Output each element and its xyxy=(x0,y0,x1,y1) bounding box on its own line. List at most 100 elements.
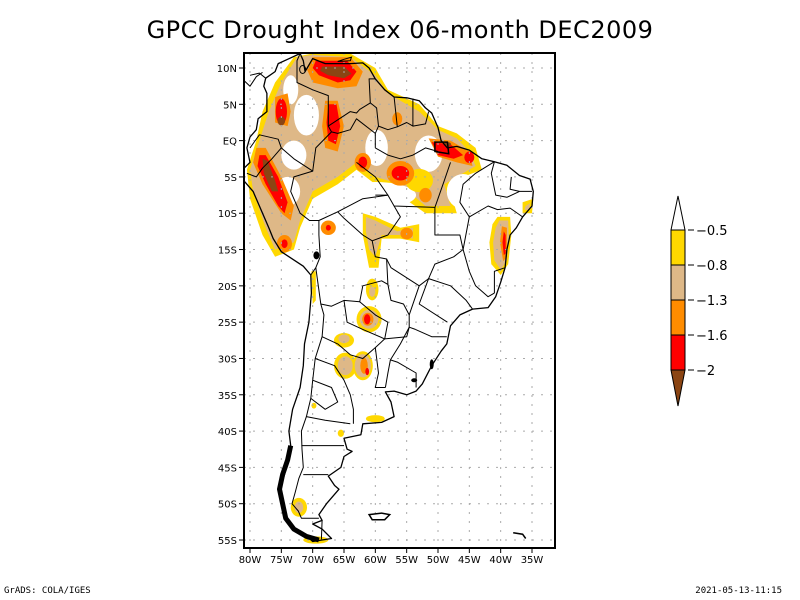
border-guyana xyxy=(369,96,398,131)
y-tick-label: 40S xyxy=(218,427,237,438)
legend-bin xyxy=(670,229,686,266)
y-tick-label: 50S xyxy=(218,500,237,511)
state-border xyxy=(493,267,506,294)
legend-bin xyxy=(670,299,686,336)
state-border xyxy=(386,258,420,287)
legend-bin xyxy=(670,334,686,371)
state-border xyxy=(509,176,520,192)
coastline xyxy=(244,71,263,87)
province-border xyxy=(321,336,386,359)
legend-bin-bottom xyxy=(670,369,686,407)
y-tick-label: 5S xyxy=(224,173,237,184)
drought-area-orange xyxy=(419,187,432,203)
x-tick-label: 55W xyxy=(395,555,418,566)
x-tick-label: 40W xyxy=(489,555,512,566)
state-border xyxy=(459,161,495,250)
drought-area-yellow xyxy=(311,402,317,409)
x-tick-label: 80W xyxy=(239,555,262,566)
drought-area-yellow xyxy=(365,415,385,423)
drought-area-red xyxy=(358,156,368,169)
border-french-guiana xyxy=(412,111,430,127)
no-drought-area xyxy=(365,129,388,167)
border-colombia-venezuela xyxy=(296,53,332,172)
drought-area-red xyxy=(281,239,288,249)
drought-shading xyxy=(246,53,534,544)
drought-area-tan xyxy=(294,501,304,514)
y-tick-label: EQ xyxy=(223,137,237,148)
drought-area-red xyxy=(365,367,370,376)
province-border xyxy=(343,300,385,340)
drought-area-brown xyxy=(262,158,279,192)
border-venezuela-east xyxy=(328,78,376,127)
x-tick-label: 50W xyxy=(427,555,450,566)
lagoa-dos-patos xyxy=(429,359,434,370)
drought-area-red xyxy=(464,151,475,164)
legend-bin xyxy=(670,264,686,301)
state-border xyxy=(408,207,464,316)
x-tick-label: 70W xyxy=(301,555,324,566)
border-uruguay-west xyxy=(384,359,391,388)
state-border xyxy=(356,162,389,196)
drought-area-red xyxy=(275,98,287,125)
colorbar-legend: −0.5 −0.8 −1.3 −1.6 −2 xyxy=(670,195,728,407)
border-paraguay xyxy=(359,284,410,340)
coastline xyxy=(249,72,267,79)
drought-area-yellow xyxy=(311,271,316,304)
drought-area-orange xyxy=(392,112,403,126)
border-chile-argentina xyxy=(291,303,325,519)
drought-area-red xyxy=(364,314,371,325)
state-border xyxy=(337,194,388,213)
drought-area-tan xyxy=(524,203,531,211)
legend-label: −1.3 xyxy=(696,294,728,309)
drought-area-tan xyxy=(369,286,376,297)
legend-label: −2 xyxy=(696,364,715,379)
province-border xyxy=(374,347,386,388)
y-axis: 10N 5N EQ 5S 10S 15S 20S 25S 30S 35S 40S 45S 50S 55S xyxy=(217,64,244,547)
drought-area-tan xyxy=(365,216,413,257)
y-tick-label: 45S xyxy=(218,463,237,474)
border-suriname xyxy=(397,98,414,128)
x-tick-label: 35W xyxy=(521,555,544,566)
legend-bin-top xyxy=(670,195,686,231)
x-axis: 80W 75W 70W 65W 60W 55W 50W 45W 40W 35W xyxy=(239,548,544,566)
y-tick-label: 35S xyxy=(218,391,237,402)
south-georgia-island xyxy=(513,531,527,539)
border-tierra-del-fuego xyxy=(320,520,323,540)
drought-area-red xyxy=(325,224,331,231)
chart-title: GPCC Drought Index 06-month DEC2009 xyxy=(146,16,654,44)
state-border xyxy=(490,161,532,198)
legend-label: −0.8 xyxy=(696,259,728,274)
drought-area-red xyxy=(502,231,506,256)
margarita-island xyxy=(337,56,353,62)
no-drought-area xyxy=(293,94,319,136)
x-tick-label: 60W xyxy=(364,555,387,566)
border-ecuador xyxy=(246,134,282,178)
state-border xyxy=(462,249,495,298)
no-drought-area xyxy=(446,174,480,209)
border-uruguay xyxy=(389,326,417,388)
x-tick-label: 75W xyxy=(270,555,293,566)
province-border xyxy=(310,379,339,410)
y-tick-label: 5N xyxy=(223,100,237,111)
y-tick-label: 30S xyxy=(218,354,237,365)
drought-area-red xyxy=(326,104,341,145)
drought-area-red xyxy=(431,142,464,159)
drought-area-tan xyxy=(337,356,353,376)
no-drought-area xyxy=(281,140,307,170)
state-border xyxy=(375,147,439,160)
legend-label: −0.5 xyxy=(696,224,728,239)
y-tick-label: 15S xyxy=(218,246,237,257)
x-tick-label: 45W xyxy=(458,555,481,566)
state-border xyxy=(469,205,523,218)
border-peru xyxy=(280,147,321,276)
footer-timestamp: 2021-05-13-11:15 xyxy=(695,586,782,596)
y-tick-label: 55S xyxy=(218,536,237,547)
x-tick-label: 65W xyxy=(333,555,356,566)
footer-credit: GrADS: COLA/IGES xyxy=(4,586,91,596)
lagoon-mirim xyxy=(411,378,418,383)
province-border xyxy=(315,358,354,424)
marajo-island xyxy=(434,141,450,155)
drought-area-tan xyxy=(338,334,350,344)
y-tick-label: 20S xyxy=(218,282,237,293)
